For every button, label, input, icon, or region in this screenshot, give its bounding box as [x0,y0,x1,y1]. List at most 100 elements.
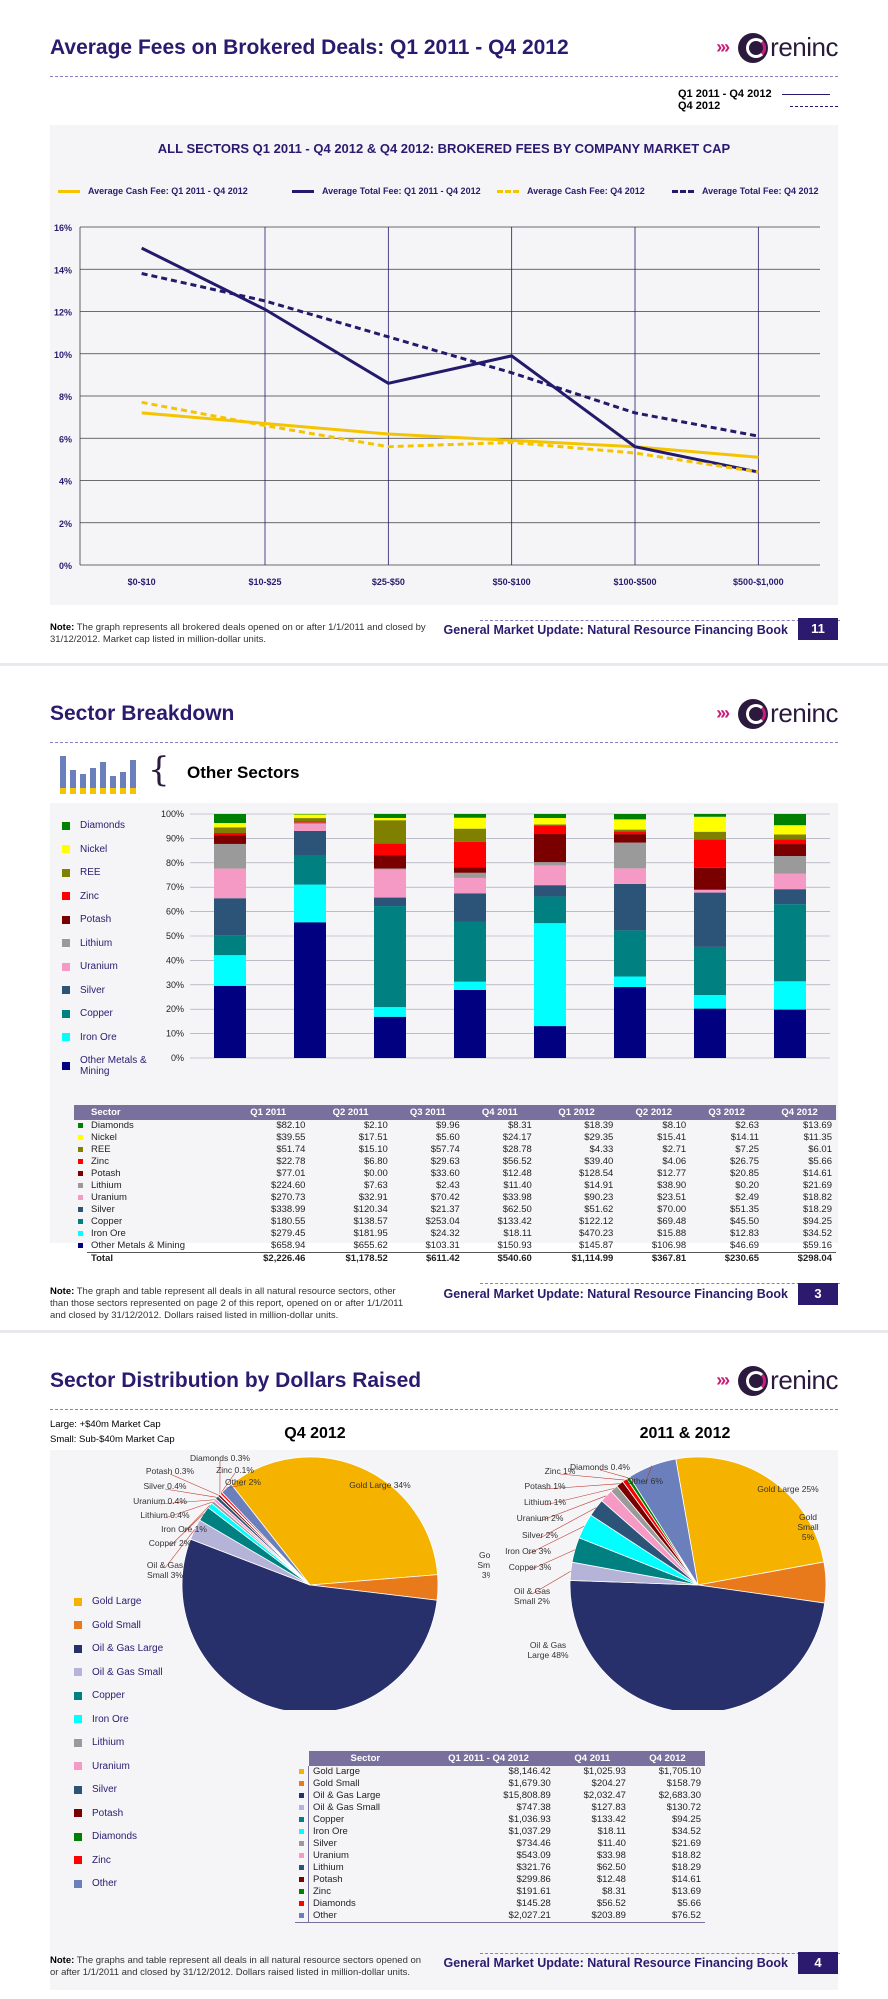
pie-leader-line [544,1488,614,1506]
column-header: Q1 2011 [227,1105,310,1120]
legend-label: Zinc [92,1854,111,1866]
bar-segment-nickel [214,822,246,828]
legend-label: Oil & Gas Small [92,1666,163,1678]
table-row: Zinc $22.78 $6.80 $29.63 $56.52 $39.40 $4.06 $2… [74,1156,836,1168]
bar-segment-copper [694,946,726,996]
legend-label: Nickel [80,843,108,855]
table-row: Potash $299.86 $12.48 $14.61 [295,1874,705,1886]
bar-segment-zinc [294,821,326,823]
legend-item-uranium: Uranium [74,1761,130,1772]
y-tick-label: 90% [166,833,184,843]
table-row: Zinc $191.61 $8.31 $13.69 [295,1886,705,1898]
legend-swatch [62,962,70,971]
market-cap-definitions: Large: +$40m Market Cap Small: Sub-$40m … [50,1419,175,1445]
y-tick-label: 20% [166,1004,184,1014]
bar-segment-copper [294,855,326,885]
pie-label: Silver 0.4% [144,1481,187,1491]
pie-label: Zinc 0.1% [216,1465,254,1475]
legend-item-other-metals-mining: Other Metals & Mining [62,1055,150,1077]
table-row: Lithium $224.60 $7.63 $2.43 $11.40 $14.91 $38.… [74,1180,836,1192]
y-tick-label: 40% [166,955,184,965]
page-number: 3 [798,1283,838,1305]
bar-segment-silver [454,893,486,922]
table-row: Silver $734.46 $11.40 $21.69 [295,1838,705,1850]
chevrons-icon: ››› [716,703,730,723]
legend-label: Zinc [80,890,99,902]
pie-label: Zinc 1% [545,1466,576,1476]
bar-segment-lithium [294,822,326,825]
bar-segment-zinc [454,841,486,868]
pie-label: Oil & Gas Large 48% [527,1640,569,1660]
bar-segment-zinc [774,839,806,845]
legend-cash-fee: Average Cash Fee: Q1 2011 - Q4 2012 [58,186,248,196]
y-tick-label: 6% [59,434,72,444]
bar-segment-uranium [774,873,806,890]
bar-segment-diamonds [534,814,566,819]
bar-segment-silver [534,885,566,897]
bar-segment-zinc [694,839,726,868]
pie-label: Oil & Gas Small 3% [147,1560,184,1580]
y-tick-label: 2% [59,519,72,529]
report-page-4: Sector Distribution by Dollars Raised ››… [0,1333,888,1999]
bar-segment-copper [774,904,806,982]
footnote: Note: The graph represents all brokered … [50,622,426,645]
legend-label: Potash [80,914,112,925]
pie-slice-unlabeled [181,1538,438,1710]
bar-segment-potash [374,855,406,869]
legend-swatch [74,1785,82,1794]
pie-leader-line [529,1549,576,1571]
legend-swatch [62,892,70,900]
pie-label: Gold Large 25% [757,1484,819,1494]
footnote: Note: The graph and table represent all … [50,1286,404,1321]
y-tick-label: 16% [54,223,72,233]
pie-slice-oil-gas-large-48 [569,1580,826,1710]
pie-leader-line [169,1473,219,1496]
pie-label: Oil & Gas Small 2% [514,1586,551,1606]
legend-total-fee: Average Total Fee: Q1 2011 - Q4 2012 [292,186,481,196]
report-page-3: Sector Breakdown ››› reninc { Other Sect… [0,666,888,1330]
legend-swatch [74,1879,82,1888]
y-tick-label: 70% [166,882,184,892]
pie-label: Gold Small 5% [797,1512,818,1542]
legend-item-silver: Silver [62,985,105,996]
legend-label: Silver [92,1784,118,1795]
logo-mark-icon [738,32,769,63]
bar-segment-nickel [454,817,486,829]
bar-segment-ree [374,820,406,844]
table-row: Oil & Gas Large $15,808.89 $2,032.47 $2,683… [295,1790,705,1802]
section-subtitle: Other Sectors [187,763,300,782]
legend-label: Gold Small [92,1619,141,1631]
legend-label: Diamonds [80,820,126,831]
column-header: Q1 2012 [535,1105,618,1120]
period-key-dashed: Q4 2012 [678,100,838,112]
table-row: Gold Large $8,146.42 $1,025.93 $1,705.10 [295,1766,705,1778]
bar-segment-nickel [614,819,646,830]
pie-label: Uranium 2% [517,1513,564,1523]
legend-swatch [74,1809,82,1817]
brand-logo: ››› reninc [716,1365,838,1396]
pie-label: Potash 0.3% [146,1466,195,1476]
table-row: Copper $1,036.93 $133.42 $94.25 [295,1814,705,1826]
bar-segment-diamonds [374,814,406,818]
pie-leader-line [164,1529,195,1569]
table-row: Potash $77.01 $0.00 $33.60 $12.48 $128.54 $12.… [74,1168,836,1180]
series-line-average-total-fee-q4-2012 [141,272,759,438]
y-tick-label: 14% [54,265,72,275]
legend-swatch [62,1062,70,1070]
footer-title: General Market Update: Natural Resource … [443,1287,788,1301]
table-row: Silver $338.99 $120.34 $21.37 $62.50 $51.62 $7… [74,1204,836,1216]
pie-label: Copper 2% [149,1538,192,1548]
legend-label: Iron Ore [92,1713,129,1725]
legend-item-nickel: Nickel [62,844,107,855]
bar-segment-lithium [534,862,566,866]
page-title: Sector Breakdown [50,702,235,725]
legend-cash-fee-q4: Average Cash Fee: Q4 2012 [497,186,645,196]
legend-label: Silver [80,984,106,996]
legend-label: Copper [80,1008,113,1019]
pie-leader-line [599,1469,629,1479]
bar-segment-uranium [694,889,726,893]
pie-label: Other 2% [225,1477,261,1487]
pie-label: Iron Ore 1% [161,1524,207,1534]
legend-label: Uranium [92,1760,130,1772]
bar-segment-silver [774,889,806,905]
